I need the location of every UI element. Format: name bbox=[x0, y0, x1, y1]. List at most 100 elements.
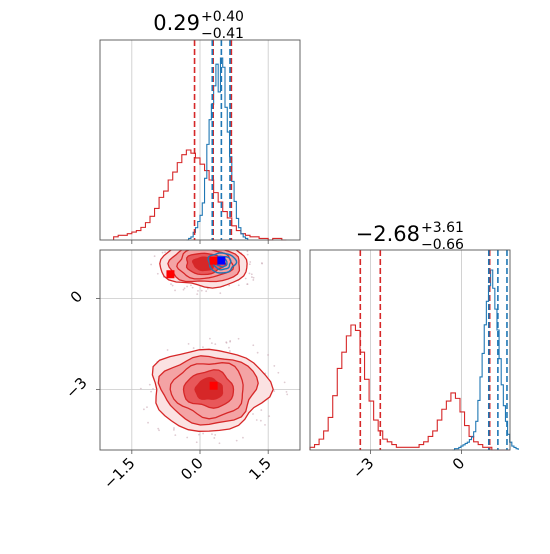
joint-sample-point bbox=[205, 290, 208, 293]
joint-sample-point bbox=[251, 276, 253, 278]
joint-sample-point bbox=[225, 341, 228, 344]
param2-summary-plus: +3.61 bbox=[421, 220, 464, 236]
joint-sample-point bbox=[246, 253, 249, 256]
joint-sample-point bbox=[172, 244, 174, 246]
joint-sample-point bbox=[198, 433, 200, 436]
param1-summary-plus: +0.40 bbox=[201, 9, 244, 25]
joint-sample-point bbox=[261, 262, 263, 264]
joint-sample-point bbox=[246, 283, 249, 286]
joint-sample-point bbox=[150, 390, 152, 393]
joint-sample-point bbox=[213, 437, 216, 439]
joint-sample-point bbox=[246, 243, 248, 245]
param2-histogram-frame bbox=[309, 249, 511, 451]
joint-sample-point bbox=[173, 428, 175, 431]
joint-sample-point bbox=[191, 286, 194, 289]
joint-sample-point bbox=[285, 390, 288, 393]
joint-content bbox=[100, 237, 300, 450]
joint-x-tick-label-0: −1.5 bbox=[100, 454, 138, 492]
joint-sample-point bbox=[252, 276, 255, 279]
joint-sample-point bbox=[214, 343, 217, 346]
joint-sample-point bbox=[246, 250, 249, 253]
joint-sample-point bbox=[255, 419, 258, 421]
joint-sample-point bbox=[248, 263, 251, 266]
joint-sample-point bbox=[147, 421, 149, 424]
param1-red-histogram bbox=[113, 149, 287, 241]
joint-sample-point bbox=[219, 292, 222, 295]
joint-sample-point bbox=[148, 383, 151, 386]
joint-x-tick-label-1: 0.0 bbox=[177, 454, 207, 484]
param2-summary-minus: −0.66 bbox=[421, 237, 464, 253]
joint-sample-point bbox=[192, 347, 195, 349]
joint-sample-point bbox=[277, 371, 280, 374]
joint-red-marker-0 bbox=[166, 270, 175, 279]
joint-sample-point bbox=[182, 288, 185, 291]
joint-sample-point bbox=[152, 388, 154, 390]
joint-sample-point bbox=[240, 244, 242, 246]
joint-sample-point bbox=[244, 277, 247, 280]
joint-sample-point bbox=[249, 261, 252, 263]
joint-sample-point bbox=[248, 272, 251, 275]
joint-sample-point bbox=[166, 242, 168, 244]
param2-red-histogram bbox=[309, 324, 510, 451]
param1-histogram-panel bbox=[99, 39, 301, 244]
joint-sample-point bbox=[237, 284, 240, 287]
joint-sample-point bbox=[228, 244, 230, 246]
joint-x-tick-label-2: 1.5 bbox=[245, 454, 275, 484]
param1-histogram-frame bbox=[99, 39, 301, 241]
joint-sample-point bbox=[171, 244, 173, 246]
joint-sample-point bbox=[256, 351, 259, 354]
joint-sample-point bbox=[235, 439, 238, 442]
joint-sample-point bbox=[229, 340, 231, 343]
joint-sample-point bbox=[283, 381, 286, 384]
joint-sample-point bbox=[187, 342, 190, 345]
joint-sample-point bbox=[157, 427, 160, 430]
joint-y-tick-label-1: 0 bbox=[67, 287, 86, 306]
joint-sample-point bbox=[171, 243, 173, 245]
joint-sample-point bbox=[143, 408, 145, 411]
param2-tick-label-0: −3 bbox=[349, 454, 377, 482]
joint-sample-point bbox=[153, 255, 156, 258]
joint-sample-point bbox=[156, 272, 159, 275]
joint-sample-point bbox=[200, 289, 203, 292]
joint-red-marker-2 bbox=[209, 381, 218, 390]
joint-sample-point bbox=[206, 287, 209, 290]
joint-sample-point bbox=[186, 436, 189, 439]
joint-sample-point bbox=[228, 350, 231, 352]
joint-sample-point bbox=[211, 433, 213, 436]
joint-sample-point bbox=[242, 436, 244, 439]
param2-tick-label-1: 0 bbox=[449, 454, 468, 473]
joint-sample-point bbox=[268, 415, 271, 418]
joint-sample-point bbox=[210, 342, 213, 345]
joint-sample-point bbox=[150, 263, 152, 266]
joint-sample-point bbox=[174, 434, 177, 437]
param2-histogram-panel: −3 0 bbox=[309, 249, 519, 482]
joint-sample-point bbox=[166, 349, 169, 351]
joint-sample-point bbox=[252, 279, 255, 281]
joint-sample-point bbox=[178, 237, 180, 239]
param1-blue-histogram bbox=[186, 57, 249, 241]
param2-summary-value: −2.68 bbox=[356, 222, 420, 246]
joint-sample-point bbox=[209, 337, 211, 340]
joint-sample-point bbox=[264, 423, 266, 426]
joint-sample-point bbox=[139, 387, 142, 390]
joint-sample-point bbox=[171, 284, 174, 287]
joint-blue-contour-2 bbox=[207, 252, 238, 274]
joint-sample-point bbox=[195, 441, 198, 444]
joint-sample-point bbox=[228, 284, 231, 287]
joint-sample-point bbox=[164, 251, 166, 254]
joint-sample-point bbox=[196, 293, 199, 296]
joint-sample-point bbox=[170, 283, 172, 285]
joint-sample-point bbox=[202, 432, 205, 435]
joint-sample-point bbox=[173, 427, 175, 429]
joint-sample-point bbox=[161, 251, 164, 254]
joint-y-tick-label-0: −3 bbox=[62, 374, 90, 402]
joint-sample-point bbox=[186, 285, 188, 288]
joint-red-marker-1 bbox=[209, 256, 218, 265]
param2-blue-histogram bbox=[452, 269, 519, 451]
joint-sample-point bbox=[240, 244, 242, 246]
joint-sample-point bbox=[267, 354, 269, 356]
param1-summary-value: 0.29 bbox=[153, 11, 200, 35]
joint-sample-point bbox=[174, 289, 176, 292]
